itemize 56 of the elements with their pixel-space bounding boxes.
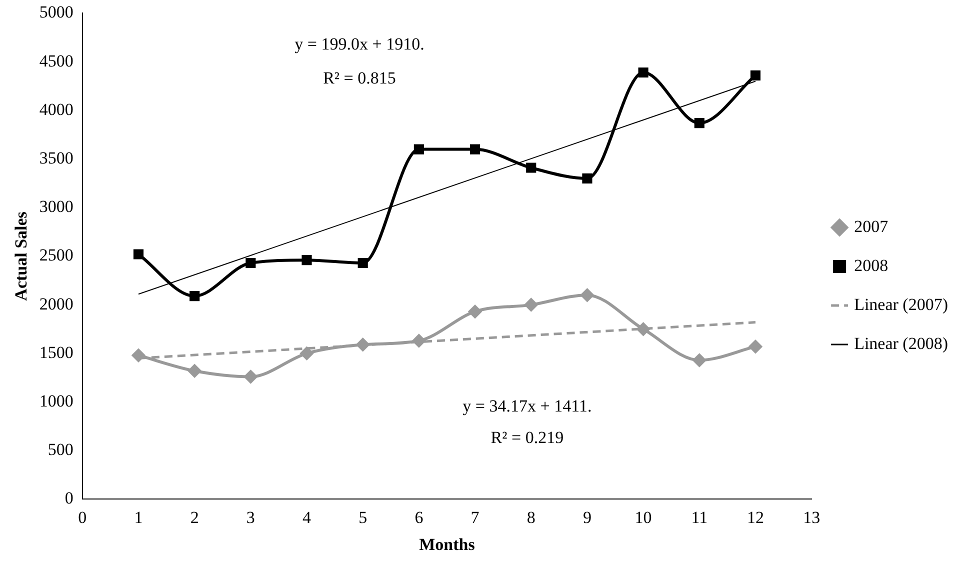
annotation: y = 199.0x + 1910.: [294, 34, 424, 54]
x-tick-label: 12: [746, 508, 764, 527]
x-tick-label: 9: [582, 508, 592, 527]
legend-label: Linear (2007): [854, 294, 948, 314]
x-tick-label: 10: [634, 508, 652, 527]
point: [244, 370, 258, 384]
annotation: R² = 0.815: [323, 68, 396, 88]
x-tick-label: 4: [302, 508, 312, 527]
x-tick-label: 0: [78, 508, 87, 527]
x-tick-label: 11: [691, 508, 708, 527]
y-tick-label: 3500: [39, 148, 74, 168]
point: [300, 346, 314, 360]
point: [414, 144, 424, 154]
point: [468, 305, 482, 318]
point: [302, 255, 312, 266]
point: [748, 340, 762, 354]
point: [694, 118, 704, 128]
x-axis-title: Months: [419, 535, 476, 554]
x-tick-label: 5: [358, 508, 368, 527]
y-tick-label: 2500: [39, 246, 74, 265]
x-tick-label: 7: [470, 508, 480, 527]
point: [526, 162, 536, 173]
point: [638, 67, 648, 78]
y-tick-label: 500: [48, 440, 74, 460]
point: [132, 348, 145, 362]
y-tick-label: 4500: [39, 51, 74, 70]
y-tick-label: 3000: [39, 197, 74, 216]
x-tick-label: 2: [190, 508, 199, 527]
legend-label: Linear (2008): [854, 334, 948, 353]
y-tick-label: 4000: [39, 100, 74, 119]
point: [580, 288, 594, 302]
point: [246, 258, 256, 268]
point: [358, 258, 368, 268]
x-tick-label: 3: [246, 508, 255, 527]
point: [582, 173, 592, 184]
legend-label: 2007: [854, 216, 889, 236]
y-axis-title: Actual Sales: [12, 211, 31, 301]
point: [692, 354, 706, 367]
point: [750, 70, 761, 80]
point: [470, 144, 480, 154]
y-tick-label: 1000: [39, 391, 74, 410]
legend-label: 2008: [854, 256, 888, 275]
y-tick-label: 0: [64, 488, 74, 508]
x-tick-label: 1: [134, 508, 143, 527]
annotation: y = 34.17x + 1411.: [462, 396, 592, 416]
x-tick-label: 8: [526, 508, 536, 527]
y-tick-label: 1500: [39, 342, 74, 362]
x-tick-label: 6: [414, 508, 424, 527]
point: [133, 249, 144, 260]
annotation: R² = 0.219: [490, 428, 564, 447]
x-tick-label: 13: [803, 508, 820, 527]
point: [524, 298, 538, 312]
point: [188, 364, 202, 378]
y-tick-label: 5000: [39, 2, 74, 22]
y-tick-label: 2000: [39, 294, 74, 314]
point: [190, 291, 200, 302]
